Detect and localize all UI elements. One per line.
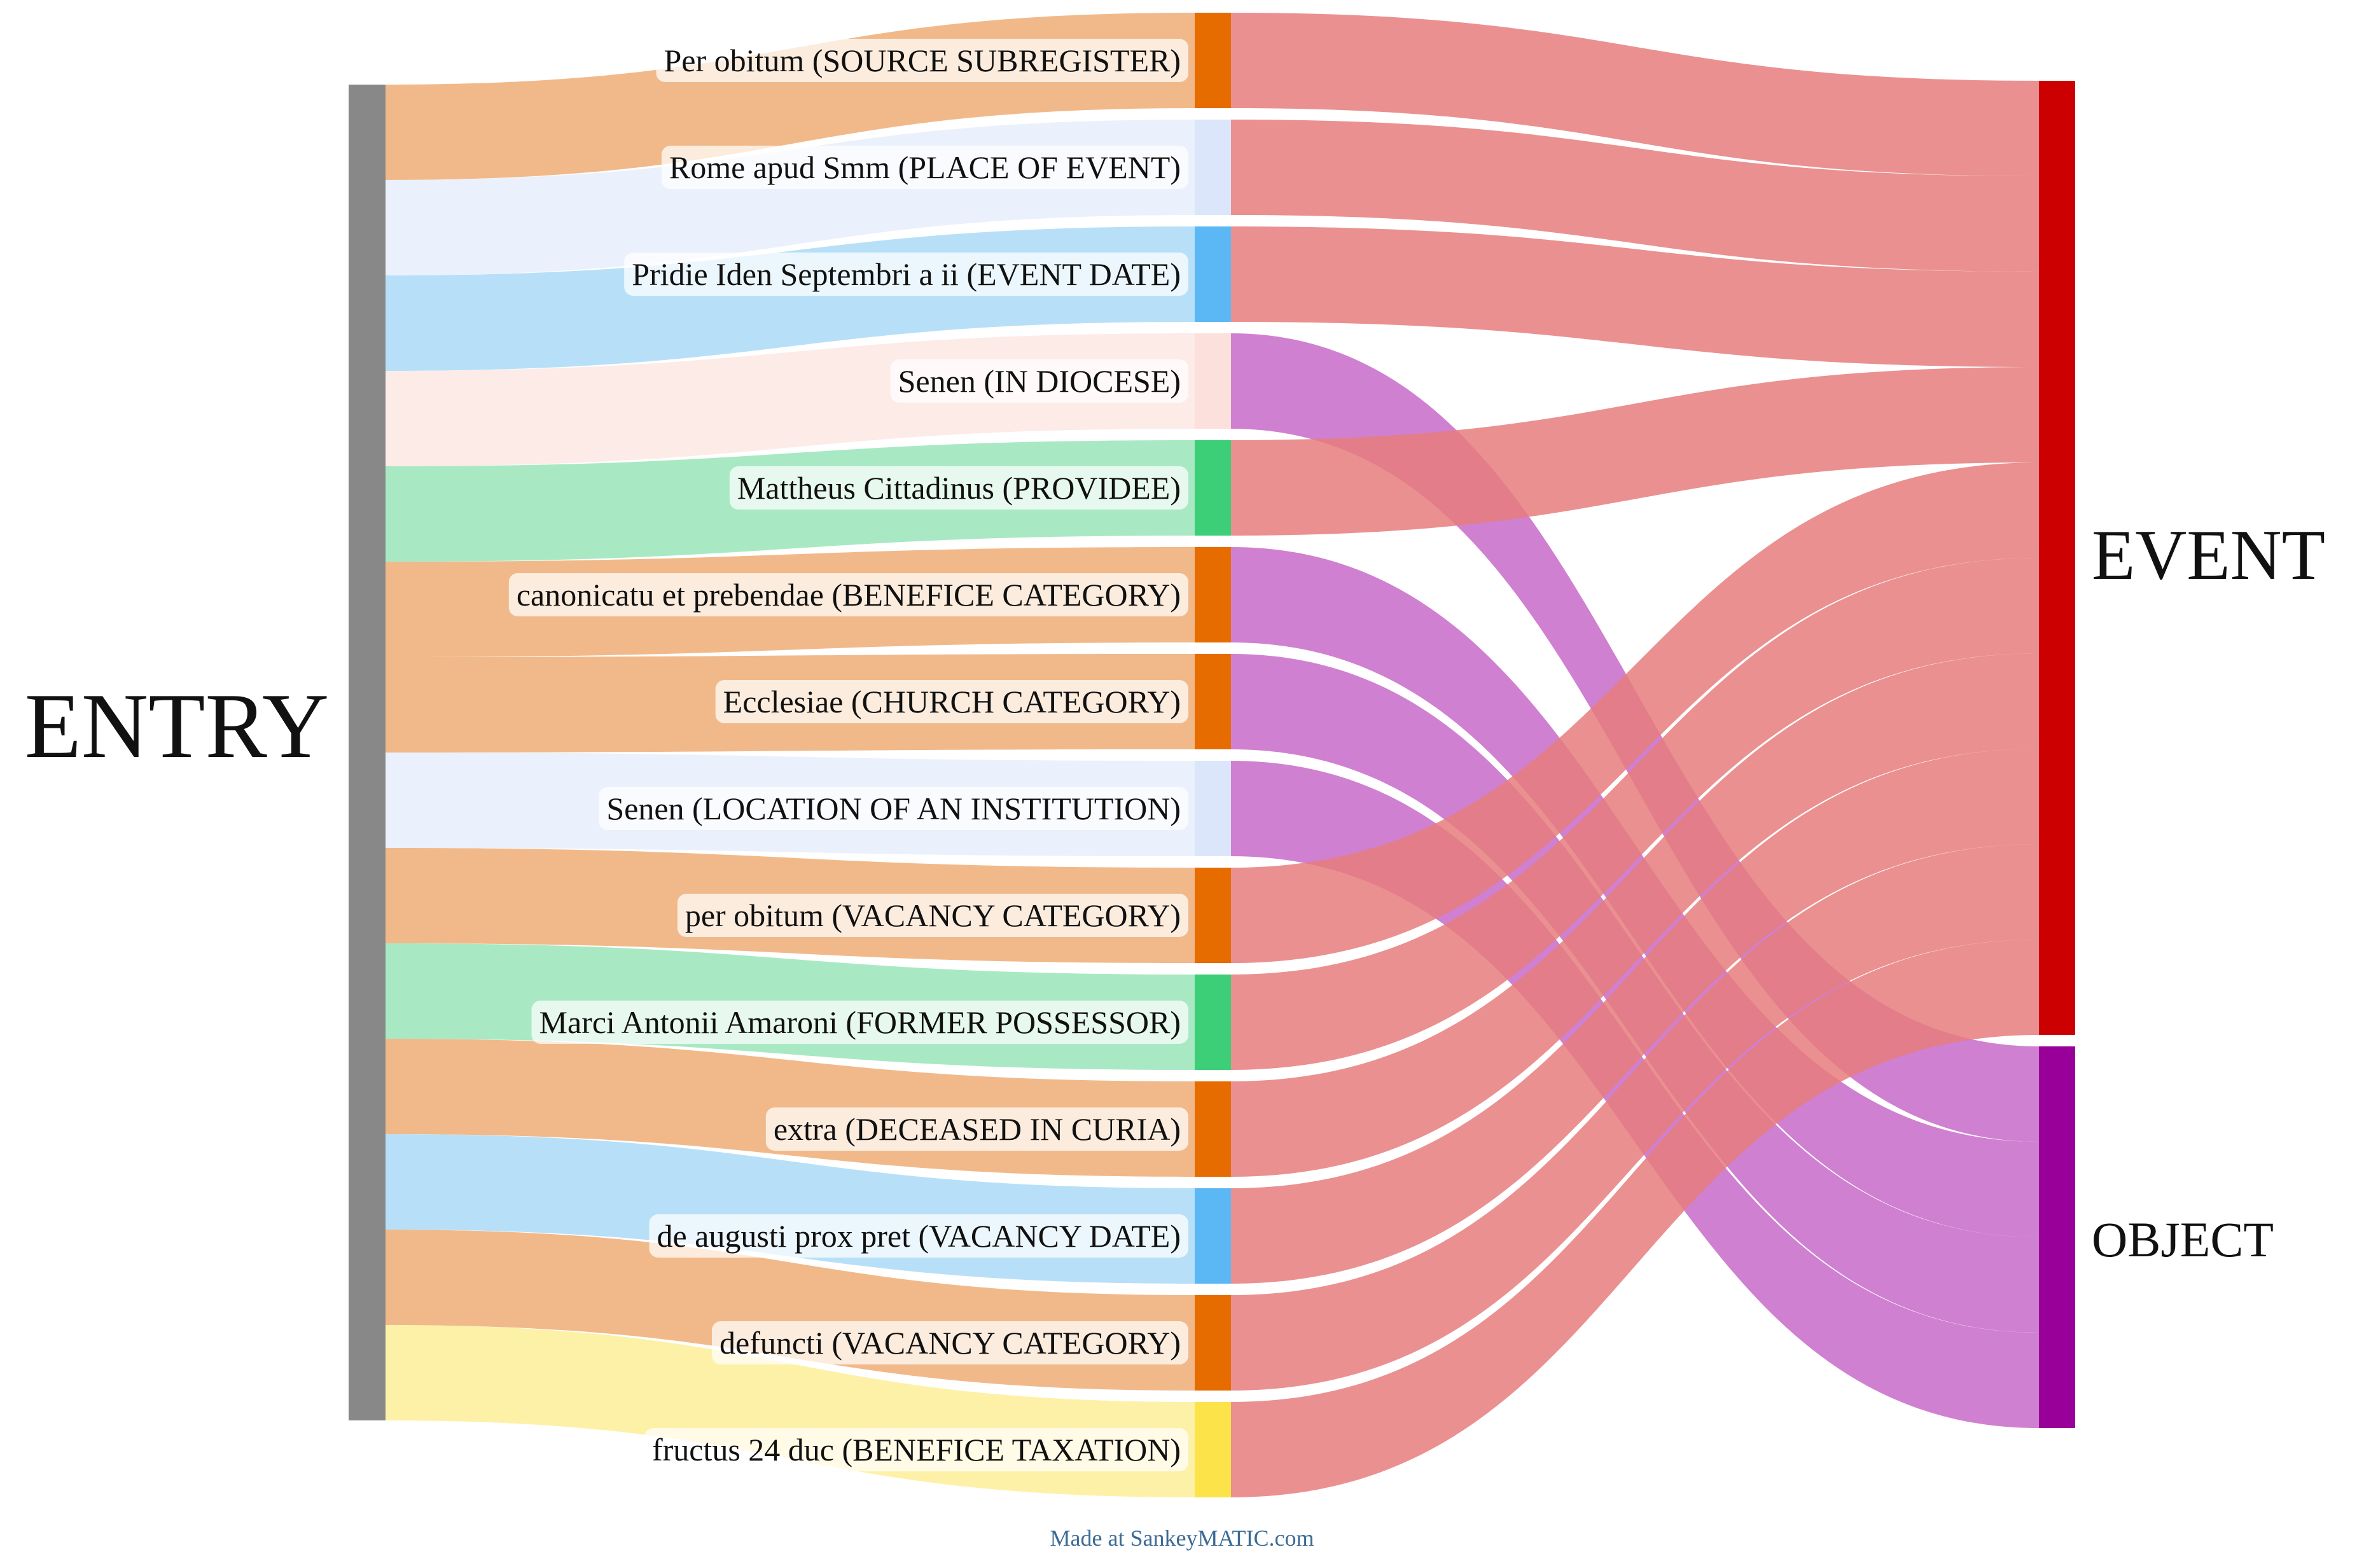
middle-node bbox=[1195, 440, 1231, 536]
target-flow bbox=[1231, 940, 2039, 1497]
target-flow bbox=[1231, 367, 2039, 536]
middle-node bbox=[1195, 868, 1231, 963]
event-node-label: EVENT bbox=[2092, 516, 2325, 595]
target-flow bbox=[1231, 844, 2039, 1391]
middle-node-label: Mattheus Cittadinus (PROVIDEE) bbox=[737, 470, 1181, 506]
middle-node-label: Per obitum (SOURCE SUBREGISTER) bbox=[664, 43, 1181, 78]
label-background bbox=[508, 573, 1188, 616]
label-background bbox=[531, 1001, 1188, 1044]
middle-node-label: Senen (IN DIOCESE) bbox=[898, 363, 1181, 399]
label-background bbox=[677, 894, 1188, 937]
middle-node bbox=[1195, 1295, 1231, 1391]
target-flow bbox=[1231, 226, 2039, 367]
middle-node-label: Marci Antonii Amaroni (FORMER POSSESSOR) bbox=[539, 1004, 1181, 1040]
entry-node-label: ENTRY bbox=[25, 674, 330, 777]
middle-node-label: Ecclesiae (CHURCH CATEGORY) bbox=[723, 684, 1181, 719]
label-background bbox=[765, 1107, 1188, 1151]
object-node bbox=[2039, 1046, 2075, 1428]
middle-node bbox=[1195, 13, 1231, 108]
target-flow bbox=[1231, 558, 2039, 1070]
middle-node-label: extra (DECEASED IN CURIA) bbox=[774, 1111, 1181, 1147]
target-flow bbox=[1231, 120, 2039, 272]
target-flow bbox=[1231, 13, 2039, 176]
event-node bbox=[2039, 81, 2075, 1035]
middle-node bbox=[1195, 333, 1231, 429]
nodes bbox=[349, 13, 2075, 1497]
label-background bbox=[649, 1214, 1188, 1258]
target-flow bbox=[1231, 653, 2039, 1177]
middle-node bbox=[1195, 120, 1231, 215]
entry-node bbox=[349, 85, 386, 1420]
middle-node bbox=[1195, 547, 1231, 642]
label-background bbox=[624, 253, 1188, 296]
middle-node-label: defuncti (VACANCY CATEGORY) bbox=[720, 1325, 1181, 1361]
object-node-label: OBJECT bbox=[2092, 1212, 2274, 1267]
middle-node-label: de augusti prox pret (VACANCY DATE) bbox=[657, 1218, 1181, 1254]
middle-node-label: Rome apud Smm (PLACE OF EVENT) bbox=[669, 149, 1181, 185]
label-background bbox=[599, 787, 1188, 830]
label-background bbox=[715, 680, 1188, 723]
label-background bbox=[661, 146, 1188, 189]
target-flow bbox=[1231, 749, 2039, 1284]
middle-node bbox=[1195, 761, 1231, 856]
node-labels: Per obitum (SOURCE SUBREGISTER) Rome apud… bbox=[508, 39, 1188, 1471]
middle-node bbox=[1195, 226, 1231, 322]
middle-node-label: canonicatu et prebendae (BENEFICE CATEGO… bbox=[517, 577, 1181, 613]
label-background bbox=[656, 39, 1188, 82]
middle-node bbox=[1195, 975, 1231, 1070]
label-background bbox=[729, 466, 1188, 510]
middle-node-label: per obitum (VACANCY CATEGORY) bbox=[685, 898, 1181, 933]
middle-node bbox=[1195, 1081, 1231, 1177]
middle-node-label: Pridie Iden Septembri a ii (EVENT DATE) bbox=[632, 256, 1181, 292]
middle-node bbox=[1195, 1402, 1231, 1497]
target-flow bbox=[1231, 462, 2039, 963]
middle-node-label: fructus 24 duc (BENEFICE TAXATION) bbox=[652, 1432, 1181, 1467]
label-background bbox=[712, 1321, 1188, 1364]
middle-node bbox=[1195, 1188, 1231, 1284]
middle-node bbox=[1195, 654, 1231, 749]
label-background bbox=[890, 359, 1188, 403]
middle-node-label: Senen (LOCATION OF AN INSTITUTION) bbox=[606, 791, 1181, 826]
target-flows bbox=[1231, 13, 2039, 1497]
credit-link[interactable]: Made at SankeyMATIC.com bbox=[1050, 1525, 1314, 1551]
label-background bbox=[644, 1428, 1188, 1471]
